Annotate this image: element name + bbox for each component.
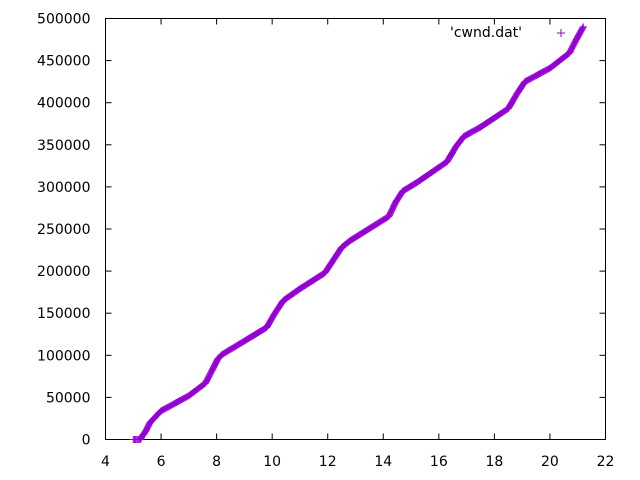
x-tick-label: 8 [212, 454, 221, 470]
y-tick-label: 500000 [37, 12, 90, 28]
x-tick-label: 6 [157, 454, 166, 470]
y-tick-label: 400000 [37, 96, 90, 112]
legend-marker [557, 29, 565, 37]
x-tick-label: 16 [430, 454, 448, 470]
y-tick-label: 100000 [37, 348, 90, 364]
data-point [579, 23, 587, 31]
x-tick-label: 22 [597, 454, 615, 470]
y-tick-label: 0 [82, 433, 91, 449]
x-tick-label: 10 [263, 454, 281, 470]
y-tick-label: 300000 [37, 180, 90, 196]
x-tick-label: 20 [541, 454, 559, 470]
x-tick-label: 14 [374, 454, 392, 470]
y-tick-label: 350000 [37, 138, 90, 154]
data-point [579, 24, 587, 32]
x-tick-label: 12 [319, 454, 337, 470]
axis-ticks [105, 18, 606, 440]
y-tick-label: 50000 [46, 390, 91, 406]
legend-label: 'cwnd.dat' [450, 25, 522, 41]
legend-plus-icon [557, 29, 565, 37]
x-tick-label: 4 [101, 454, 110, 470]
y-tick-label: 250000 [37, 222, 90, 238]
y-tick-label: 150000 [37, 306, 90, 322]
axis-tick-labels: 4 6 8 10 12 14 16 18 20 22 0 50000 100000 150000 20000… [37, 12, 614, 471]
y-tick-label: 450000 [37, 54, 90, 70]
legend: 'cwnd.dat' [450, 25, 565, 41]
y-tick-label: 200000 [37, 264, 90, 280]
data-series [129, 23, 587, 443]
x-tick-label: 18 [485, 454, 503, 470]
